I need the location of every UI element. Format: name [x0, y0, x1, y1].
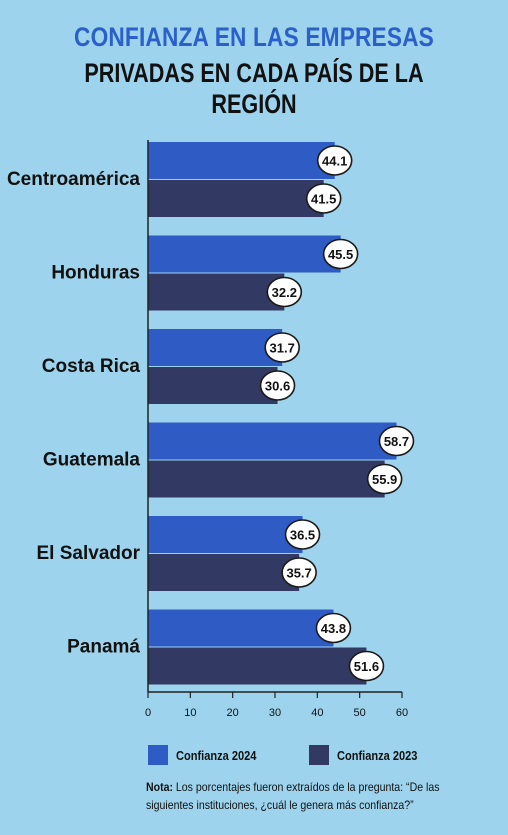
data-label-bubble-guatemala-2024	[378, 425, 415, 457]
data-label-costa-rica-2024: 31.7	[270, 341, 295, 356]
data-label-centroamerica-2023: 41.5	[311, 192, 336, 207]
bar-el-salvador-2023	[148, 554, 300, 591]
data-label-bubble-costa-rica-2024	[264, 332, 300, 363]
legend-swatch-2024	[148, 745, 168, 765]
legend-label-2023: Confianza 2023	[336, 747, 418, 763]
bar-centroamerica-2024	[148, 142, 335, 179]
legend-item-2024: Confianza 2024	[148, 745, 271, 765]
legend: Confianza 2024 Confianza 2023	[148, 744, 431, 766]
x-tick-label-30: 30	[269, 707, 281, 719]
data-label-el-salvador-2023: 35.7	[286, 566, 311, 581]
data-label-centroamerica-2024: 44.1	[322, 154, 347, 169]
category-label-costa-rica: Costa Rica	[42, 356, 141, 377]
legend-label-2024: Confianza 2024	[176, 747, 257, 763]
data-label-bubble-honduras-2023	[266, 276, 303, 308]
footnote-prefix: Nota:	[146, 780, 173, 794]
data-label-bubble-el-salvador-2024	[284, 519, 321, 550]
data-label-bubble-costa-rica-2023	[259, 370, 296, 401]
data-label-bubble-honduras-2024	[322, 238, 359, 270]
bar-el-salvador-2024	[148, 516, 303, 553]
data-label-guatemala-2024: 58.7	[384, 434, 409, 449]
x-tick-label-0: 0	[145, 707, 151, 719]
bar-centroamerica-2023	[148, 180, 324, 217]
chart-title-line2: PRIVADAS EN CADA PAÍS DE LA REGIÓN	[84, 58, 424, 119]
bar-guatemala-2023	[148, 460, 385, 498]
data-label-el-salvador-2024: 36.5	[290, 528, 315, 543]
category-label-centroamerica: Centroamérica	[7, 169, 140, 190]
legend-swatch-2023	[308, 745, 329, 765]
category-label-el-salvador: El Salvador	[37, 543, 141, 564]
category-label-panama: Panamá	[67, 637, 140, 658]
data-label-bubble-centroamerica-2023	[305, 183, 342, 214]
x-tick-label-20: 20	[227, 707, 239, 719]
bar-guatemala-2024	[148, 422, 397, 460]
bar-costa-rica-2024	[148, 329, 283, 366]
x-tick-label-10: 10	[184, 707, 196, 719]
data-label-honduras-2024: 45.5	[328, 247, 353, 262]
data-label-bubble-panama-2024	[315, 612, 352, 644]
x-tick-label-50: 50	[354, 707, 366, 719]
footnote: Nota: Los porcentajes fueron extraídos d…	[146, 778, 472, 814]
data-label-panama-2024: 43.8	[321, 621, 346, 636]
category-label-honduras: Honduras	[51, 263, 140, 284]
data-label-bubble-el-salvador-2023	[281, 557, 317, 588]
legend-item-2023: Confianza 2023	[308, 745, 432, 765]
data-label-costa-rica-2023: 30.6	[265, 379, 290, 394]
bar-panama-2024	[148, 609, 334, 647]
bar-honduras-2023	[148, 273, 285, 311]
bar-chart: Centroamérica 44.1 41.5 Honduras 45.5 32.2 Cos…	[7, 140, 415, 719]
chart-title-line1: CONFIANZA EN LAS EMPRESAS	[74, 22, 434, 52]
data-label-bubble-guatemala-2023	[366, 463, 403, 495]
bar-costa-rica-2023	[148, 367, 278, 404]
data-label-panama-2023: 51.6	[354, 659, 379, 674]
data-label-guatemala-2023: 55.9	[372, 472, 397, 487]
bar-honduras-2024	[148, 235, 341, 273]
data-label-bubble-centroamerica-2024	[316, 145, 353, 176]
data-label-honduras-2023: 32.2	[272, 285, 297, 300]
footnote-text: Los porcentajes fueron extraídos de la p…	[146, 780, 440, 812]
data-label-bubble-panama-2023	[348, 650, 385, 682]
category-label-guatemala: Guatemala	[43, 450, 141, 471]
bar-panama-2023	[148, 647, 367, 685]
x-tick-label-40: 40	[311, 707, 323, 719]
x-tick-label-60: 60	[396, 707, 408, 719]
